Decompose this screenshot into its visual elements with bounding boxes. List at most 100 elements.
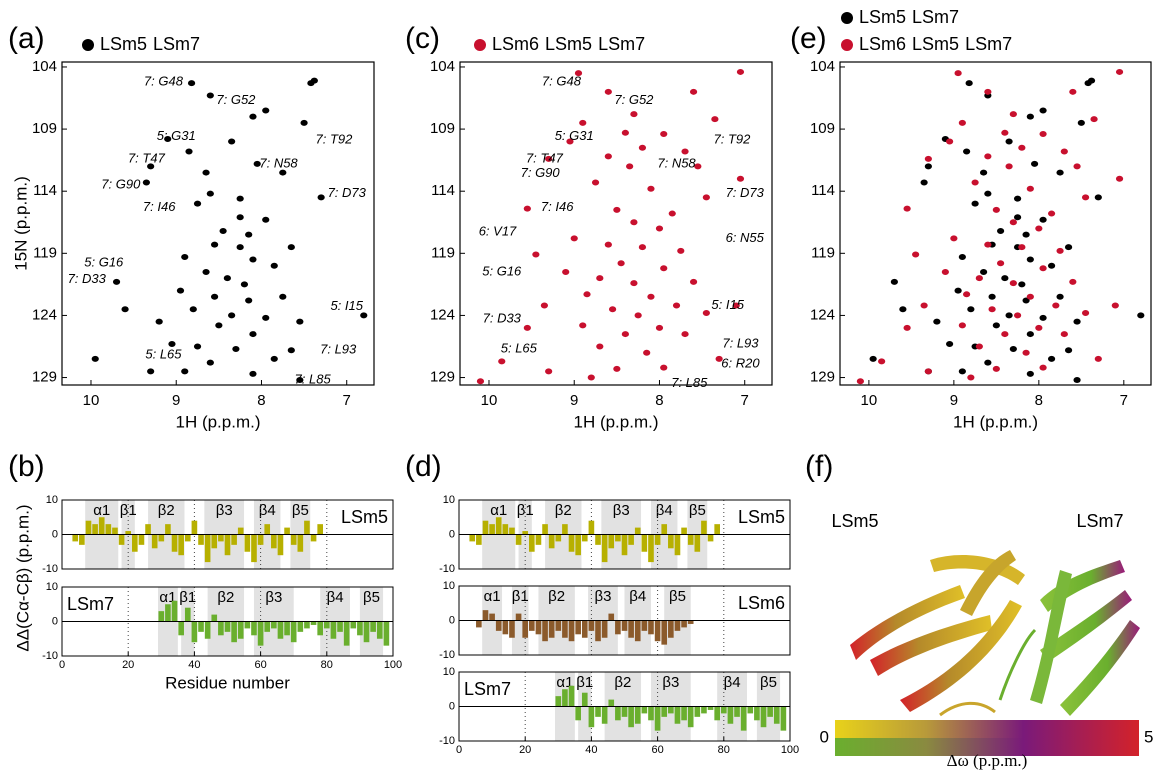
peak-annotation: 5: L65 bbox=[501, 340, 538, 355]
bar bbox=[278, 535, 284, 556]
legend-marker bbox=[82, 39, 94, 51]
y-tick-label: 109 bbox=[430, 120, 455, 137]
legend-label: LSm7 bbox=[153, 34, 200, 54]
bar bbox=[489, 614, 495, 621]
colorbar-tick-label: 5 bbox=[1144, 727, 1153, 746]
y-tick-label: 124 bbox=[810, 306, 835, 323]
bar bbox=[602, 535, 608, 563]
peak bbox=[311, 78, 318, 84]
peak bbox=[711, 116, 718, 122]
peak bbox=[921, 180, 928, 186]
peak bbox=[639, 145, 646, 151]
peak bbox=[185, 148, 192, 154]
peak-annotation: 7: L85 bbox=[295, 371, 332, 386]
y-tick-label: 129 bbox=[810, 369, 835, 386]
peak bbox=[592, 180, 599, 186]
bar bbox=[569, 686, 575, 707]
peak bbox=[1088, 78, 1095, 84]
y-tick-label: 10 bbox=[46, 581, 58, 593]
peak bbox=[660, 365, 667, 371]
peak-annotation: 7: L93 bbox=[722, 335, 759, 350]
bar bbox=[72, 535, 78, 542]
x-tick-label: 100 bbox=[781, 744, 799, 756]
bar bbox=[119, 535, 125, 545]
x-tick-label: 9 bbox=[172, 392, 180, 409]
bar bbox=[238, 528, 244, 535]
bar bbox=[298, 535, 304, 552]
y-tick-label: 114 bbox=[811, 182, 835, 199]
peak-annotation: 5: G16 bbox=[482, 263, 522, 278]
peak bbox=[245, 298, 252, 304]
bar bbox=[298, 622, 304, 632]
peak bbox=[237, 244, 244, 250]
peak bbox=[1137, 312, 1144, 318]
peak bbox=[1022, 232, 1029, 238]
peak bbox=[211, 242, 218, 248]
peak-annotation: 5: L65 bbox=[145, 347, 182, 362]
bar bbox=[198, 622, 204, 632]
peak bbox=[279, 170, 286, 176]
bar bbox=[245, 622, 251, 629]
y-tick-label: 119 bbox=[33, 244, 57, 261]
peak bbox=[1005, 139, 1012, 145]
peak bbox=[963, 148, 970, 154]
peak-annotation: 7: D73 bbox=[328, 185, 367, 200]
bar bbox=[522, 621, 528, 638]
peak bbox=[647, 294, 654, 300]
peak bbox=[993, 322, 1000, 328]
peak bbox=[1039, 315, 1046, 321]
peak-annotation: 6: N55 bbox=[726, 230, 765, 245]
peak bbox=[1090, 116, 1097, 122]
bar bbox=[708, 707, 714, 710]
peak bbox=[1022, 350, 1029, 356]
peak bbox=[579, 120, 586, 126]
bar bbox=[688, 621, 694, 624]
bar bbox=[628, 707, 634, 728]
bar bbox=[648, 707, 654, 721]
peak bbox=[618, 260, 625, 266]
peak bbox=[993, 207, 1000, 213]
peak bbox=[1056, 248, 1063, 254]
bar bbox=[317, 622, 323, 636]
legend-label: LSm7 bbox=[965, 34, 1012, 54]
bar bbox=[781, 707, 787, 731]
bar bbox=[549, 535, 555, 549]
peak bbox=[1018, 281, 1025, 287]
bar bbox=[370, 622, 376, 632]
peak bbox=[194, 343, 201, 349]
peak bbox=[984, 191, 991, 197]
bar bbox=[139, 535, 145, 545]
x-axis-label: 1H (p.p.m.) bbox=[175, 412, 260, 431]
y-tick-label: 0 bbox=[449, 528, 455, 540]
peak bbox=[1010, 346, 1017, 352]
peak bbox=[1065, 347, 1072, 353]
peak bbox=[1048, 356, 1055, 362]
bar bbox=[238, 622, 244, 639]
y-tick-label: -10 bbox=[439, 735, 455, 747]
bar bbox=[536, 535, 542, 545]
bar bbox=[675, 707, 681, 724]
bar bbox=[304, 521, 310, 535]
bar bbox=[542, 524, 548, 534]
panel-label: (c) bbox=[405, 22, 440, 55]
peak bbox=[891, 279, 898, 285]
peak-annotation: 7: G90 bbox=[521, 165, 561, 180]
bar bbox=[668, 707, 674, 714]
region-label: β4 bbox=[656, 502, 673, 519]
bar bbox=[489, 524, 495, 534]
x-tick-label: 7 bbox=[1120, 392, 1128, 409]
series-label: LSm7 bbox=[67, 594, 114, 614]
peak bbox=[1095, 194, 1102, 200]
region-label: β5 bbox=[363, 589, 380, 606]
bar bbox=[192, 622, 198, 643]
panel-label: (e) bbox=[790, 22, 827, 55]
peak bbox=[613, 207, 620, 213]
bar bbox=[291, 622, 297, 643]
x-tick-label: 9 bbox=[570, 392, 578, 409]
peak bbox=[245, 232, 252, 238]
peak-annotation: 7: T47 bbox=[128, 150, 166, 165]
colorbar-top bbox=[835, 720, 1139, 738]
peak bbox=[1027, 186, 1034, 192]
bar bbox=[536, 621, 542, 635]
bar bbox=[271, 622, 277, 629]
